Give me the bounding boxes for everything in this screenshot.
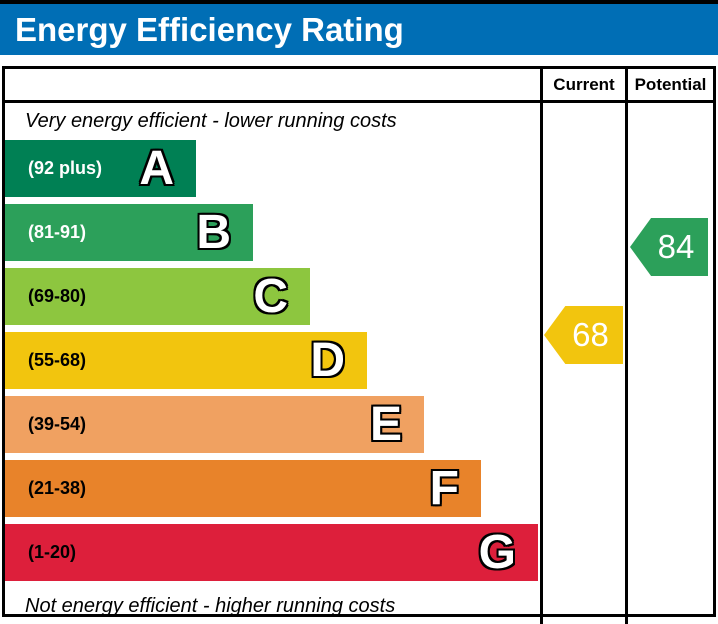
energy-rating-table: Very energy efficient - lower running co… [2, 66, 716, 624]
potential-column-header: Potential [628, 69, 713, 103]
rating-band-a: (92 plus) A [5, 140, 196, 197]
band-letter: B [196, 205, 231, 259]
band-letter: E [369, 397, 402, 451]
band-range-label: (69-80) [28, 286, 87, 306]
current-column: Current 68 [540, 69, 625, 624]
band-letter: G [478, 525, 516, 579]
current-rating-value: 68 [572, 316, 609, 353]
band-range-label: (1-20) [28, 542, 77, 562]
band-range-label: (81-91) [28, 222, 87, 242]
rating-bands-area: Very energy efficient - lower running co… [5, 103, 540, 624]
rating-band-e: (39-54) E [5, 396, 424, 453]
rating-bands: (92 plus) A (81-91) B (69-80) C (55-68) D (39-54… [5, 140, 540, 588]
band-range-label: (92 plus) [28, 158, 103, 178]
rating-band-f: (21-38) F [5, 460, 481, 517]
top-border-strip [0, 0, 718, 4]
title-banner: Energy Efficiency Rating [0, 4, 718, 55]
current-column-body: 68 [543, 103, 625, 624]
band-letter: F [429, 461, 459, 515]
potential-rating-value: 84 [657, 228, 695, 265]
band-range-label: (55-68) [28, 350, 87, 370]
current-column-header: Current [543, 69, 625, 103]
potential-column-body: 84 [628, 103, 713, 624]
rating-band-b: (81-91) B [5, 204, 253, 261]
rating-bands-column: Very energy efficient - lower running co… [5, 69, 540, 624]
top-note: Very energy efficient - lower running co… [25, 110, 397, 132]
rating-band-c: (69-80) C [5, 268, 310, 325]
band-letter: D [310, 333, 345, 387]
band-range-label: (21-38) [28, 478, 87, 498]
band-range-label: (39-54) [28, 414, 87, 434]
band-letter: A [139, 141, 174, 195]
current-rating-arrow: 68 [544, 306, 623, 364]
page-title: Energy Efficiency Rating [15, 10, 404, 48]
bottom-note: Not energy efficient - higher running co… [25, 594, 396, 617]
potential-rating-arrow: 84 [630, 218, 708, 276]
rating-band-g: (1-20) G [5, 524, 538, 581]
main-header-cell [5, 69, 540, 103]
rating-band-d: (55-68) D [5, 332, 367, 389]
potential-column: Potential 84 [625, 69, 713, 624]
band-letter: C [253, 269, 288, 323]
